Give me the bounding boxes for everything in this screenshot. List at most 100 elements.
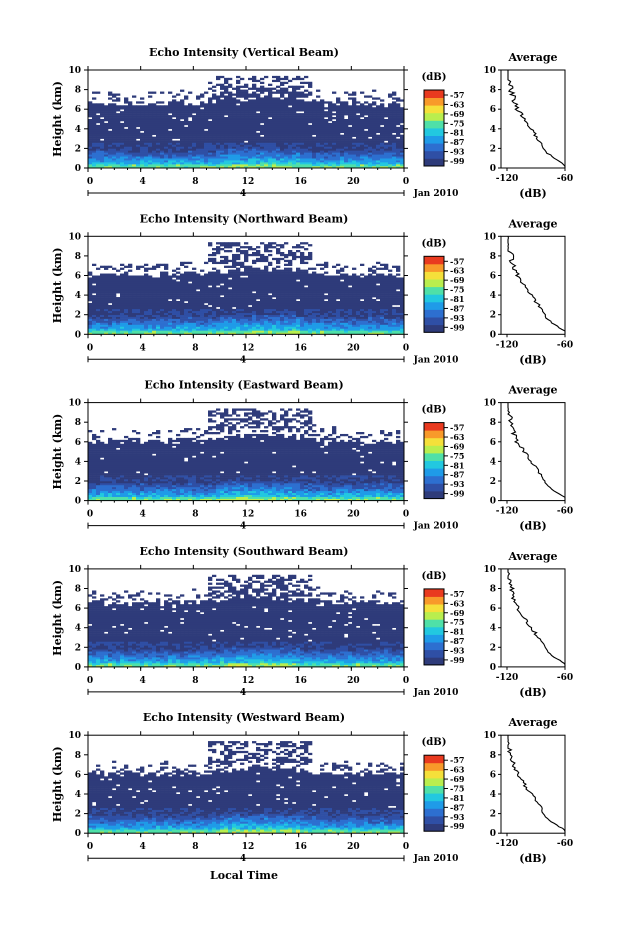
heatmap-cell — [280, 134, 285, 137]
heatmap-cell — [320, 316, 325, 319]
heatmap-cell — [112, 148, 117, 151]
heatmap-cell — [144, 126, 149, 130]
heatmap-cell — [264, 124, 269, 128]
heatmap-cell — [184, 265, 189, 268]
heatmap-cell — [124, 128, 129, 132]
heatmap-cell — [380, 117, 385, 120]
heatmap-cell — [280, 326, 285, 329]
heatmap-cell — [384, 115, 389, 118]
heatmap-cell — [272, 130, 277, 134]
heatmap-cell — [112, 304, 117, 308]
heatmap-cell — [236, 79, 241, 83]
heatmap-cell — [172, 299, 177, 302]
heatmap-cell — [260, 302, 265, 306]
heatmap-cell — [128, 138, 133, 141]
heatmap-cell — [220, 162, 225, 165]
heatmap-cell — [100, 320, 105, 323]
heatmap-cell — [388, 124, 393, 128]
heatmap-cell — [252, 312, 257, 315]
heatmap-cell — [308, 267, 313, 270]
heatmap-cell — [228, 109, 233, 112]
heatmap-cell — [180, 297, 185, 300]
heatmap-cell — [388, 138, 393, 141]
heatmap-cell — [248, 322, 253, 325]
heatmap-cell — [272, 91, 277, 94]
heatmap-cell — [104, 158, 109, 161]
heatmap-cell — [144, 330, 149, 333]
heatmap-cell — [96, 150, 101, 153]
heatmap-cell — [140, 166, 145, 169]
heatmap-cell — [144, 310, 149, 314]
heatmap-cell — [152, 142, 157, 145]
heatmap-cell — [240, 124, 245, 128]
heatmap-cell — [272, 126, 277, 130]
heatmap-cell — [364, 117, 369, 120]
heatmap-cell — [256, 120, 261, 124]
y-tick-label: 8 — [75, 86, 81, 96]
heatmap-cell — [212, 113, 217, 116]
heatmap-cell — [244, 289, 249, 292]
heatmap-cell — [372, 150, 377, 153]
heatmap-cell — [264, 300, 269, 304]
heatmap-cell — [356, 128, 361, 132]
heatmap-cell — [136, 166, 141, 169]
heatmap-cell — [96, 316, 101, 319]
heatmap-cell — [116, 158, 121, 161]
heatmap-cell — [196, 128, 201, 132]
heatmap-cell — [172, 269, 177, 272]
heatmap-cell — [256, 87, 261, 90]
heatmap-cell — [248, 138, 253, 141]
heatmap-cell — [264, 120, 269, 124]
heatmap-cell — [172, 144, 177, 147]
heatmap-cell — [176, 140, 181, 143]
heatmap-cell — [272, 105, 277, 108]
heatmap-cell — [284, 105, 289, 108]
heatmap-cell — [284, 166, 289, 169]
heatmap-cell — [152, 136, 157, 139]
heatmap-cell — [272, 156, 277, 159]
heatmap-cell — [224, 330, 229, 333]
heatmap-cell — [388, 107, 393, 110]
heatmap-cell — [244, 103, 249, 106]
heatmap-cell — [240, 77, 245, 81]
heatmap-cell — [156, 158, 161, 161]
heatmap-cell — [140, 101, 145, 104]
heatmap-cell — [352, 130, 357, 134]
heatmap-cell — [104, 117, 109, 120]
heatmap-cell — [184, 126, 189, 130]
heatmap-cell — [260, 107, 265, 110]
heatmap-cell — [128, 148, 133, 151]
heatmap-cell — [264, 275, 269, 278]
heatmap-cell — [212, 251, 217, 255]
heatmap-cell — [172, 304, 177, 308]
heatmap-cell — [356, 164, 361, 167]
heatmap-cell — [268, 105, 273, 108]
heatmap-cell — [116, 132, 121, 135]
heatmap-cell — [144, 306, 149, 310]
heatmap-cell — [212, 128, 217, 132]
heatmap-cell — [128, 316, 133, 319]
heatmap-cell — [188, 299, 193, 302]
heatmap-cell — [128, 318, 133, 321]
heatmap-cell — [160, 134, 165, 137]
heatmap-cell — [140, 277, 145, 280]
heatmap-cell — [372, 156, 377, 159]
heatmap-cell — [340, 136, 345, 139]
heatmap-cell — [304, 144, 309, 147]
heatmap-cell — [248, 115, 253, 118]
heatmap-cell — [176, 318, 181, 321]
heatmap-cell — [388, 136, 393, 139]
heatmap-cell — [180, 136, 185, 139]
heatmap-cell — [356, 152, 361, 155]
heatmap-cell — [128, 297, 133, 300]
heatmap-cell — [116, 120, 121, 124]
heatmap-cell — [92, 130, 97, 134]
heatmap-cell — [152, 162, 157, 165]
heatmap-cell — [260, 287, 265, 290]
heatmap-cell — [184, 132, 189, 135]
heatmap-cell — [252, 281, 257, 284]
heatmap-cell — [168, 291, 173, 294]
heatmap-cell — [88, 128, 93, 132]
heatmap-cell — [228, 302, 233, 306]
heatmap-cell — [140, 279, 145, 282]
